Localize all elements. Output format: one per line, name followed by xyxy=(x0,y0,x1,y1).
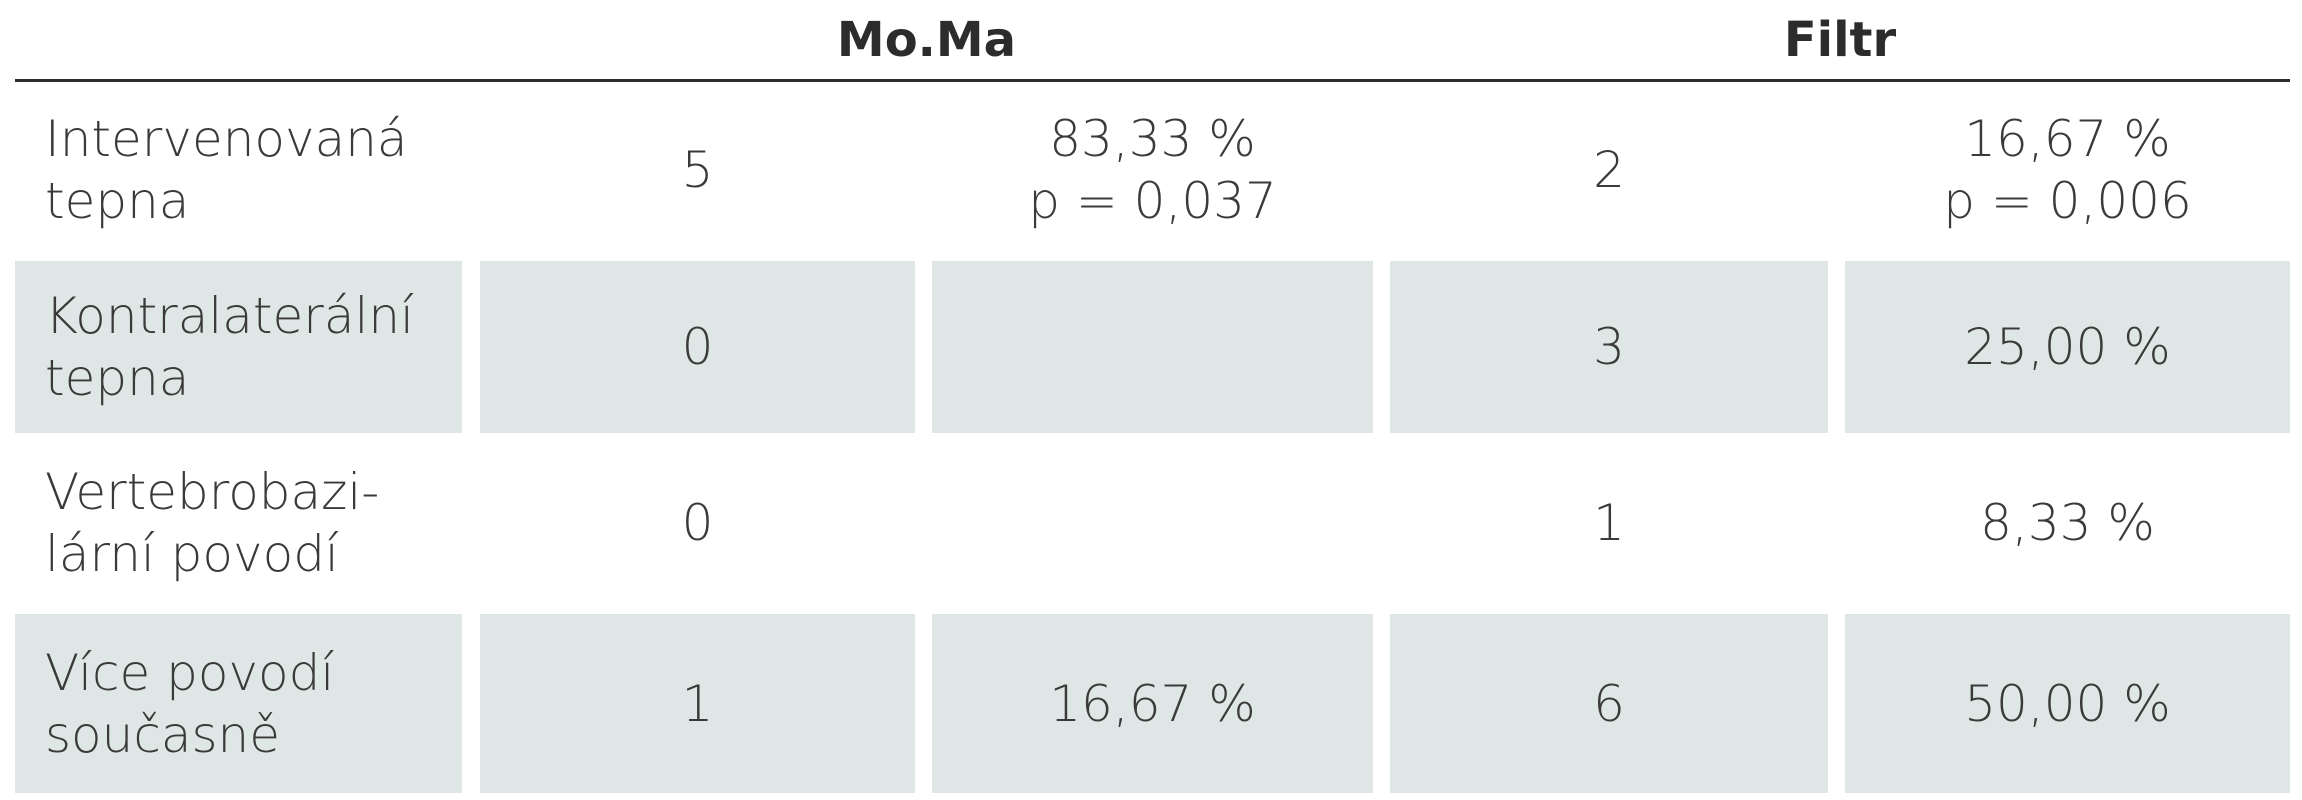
table-cell: 3 xyxy=(1390,261,1828,433)
row-label: Kontralaterální tepna xyxy=(15,261,462,433)
table-cell: 8,33 % xyxy=(1980,493,2155,552)
table-cell: 16,67 % xyxy=(932,614,1373,793)
table-cell: 0 xyxy=(480,261,915,433)
header-rule xyxy=(15,79,2290,82)
row-label: Více povodí současně xyxy=(15,614,462,793)
table-cell: 1 xyxy=(480,614,915,793)
table-cell: 6 xyxy=(1390,614,1828,793)
table-cell: 2 xyxy=(1593,141,1625,199)
table-cell: 25,00 % xyxy=(1845,261,2290,433)
table-cell: 50,00 % xyxy=(1845,614,2290,793)
table-cell: 83,33 % p = 0,037 xyxy=(1028,110,1277,230)
column-group-header: Filtr xyxy=(1783,12,1897,68)
table-cell: 1 xyxy=(1593,493,1625,552)
row-label: Intervenovaná tepna xyxy=(45,110,408,230)
table-cell xyxy=(932,261,1373,433)
table-cell: 16,67 % p = 0,006 xyxy=(1943,110,2192,230)
table-cell: 5 xyxy=(681,141,714,199)
table-cell: 0 xyxy=(681,493,714,552)
column-group-header: Mo.Ma xyxy=(836,12,1017,68)
row-label: Vertebrobazi- lární povodí xyxy=(45,462,380,583)
table-cell xyxy=(932,440,1373,605)
